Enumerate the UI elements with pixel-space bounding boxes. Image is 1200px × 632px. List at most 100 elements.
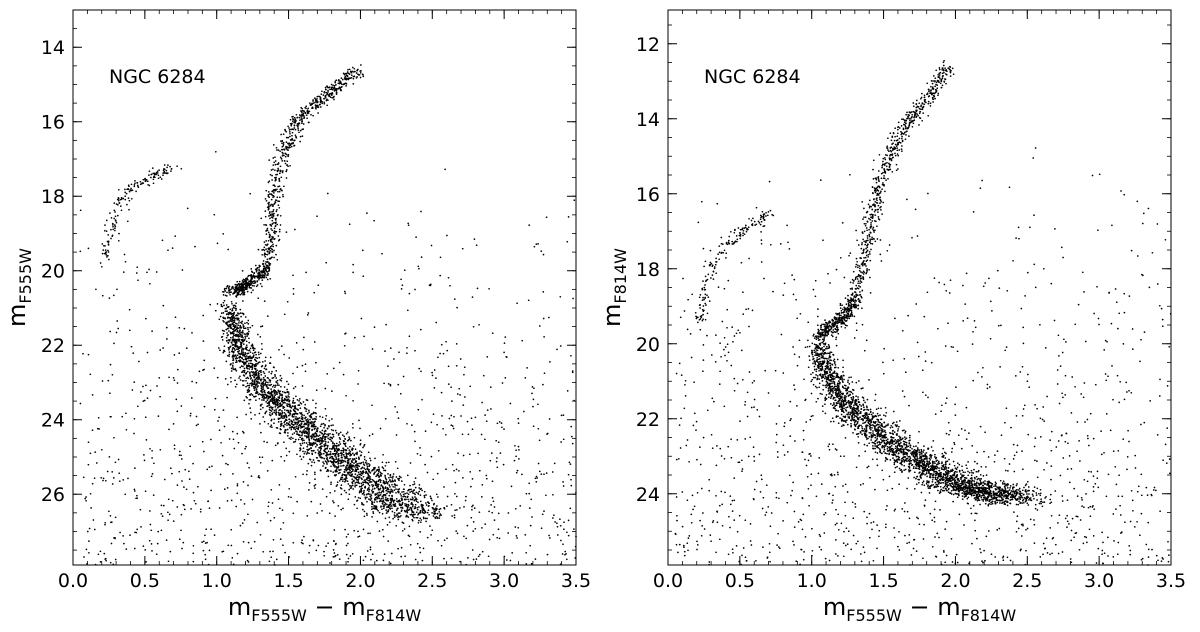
star-point-field: [477, 555, 480, 558]
star-point-ms: [258, 353, 260, 356]
star-point-field: [335, 542, 337, 545]
star-point-ms: [386, 499, 388, 502]
star-point-ms: [295, 425, 298, 428]
star-point-hb: [134, 182, 136, 185]
star-point-field: [133, 381, 136, 383]
star-point-ms: [335, 446, 338, 448]
star-point-ms: [311, 461, 313, 463]
star-point-field: [542, 317, 545, 320]
star-point-ms: [368, 470, 371, 473]
star-point-ms: [295, 408, 297, 410]
star-point-ms: [316, 457, 319, 459]
star-point-field: [469, 385, 472, 388]
star-point-field: [343, 344, 346, 347]
star-point-hb: [169, 165, 171, 168]
star-point-ms: [348, 471, 351, 473]
star-point-ms: [222, 301, 225, 304]
star-point-hb: [167, 164, 169, 166]
star-point-sgb: [242, 281, 245, 284]
star-point-field: [455, 343, 458, 345]
star-point-rgb: [351, 70, 354, 73]
star-point-ms: [376, 486, 378, 489]
star-point-rgb: [271, 256, 273, 259]
star-point-ms: [453, 514, 456, 517]
star-point-ms: [249, 411, 252, 414]
star-point-field: [521, 473, 523, 476]
star-point-ms: [219, 349, 221, 352]
star-point-field: [358, 535, 361, 538]
star-point-rgb: [263, 223, 265, 226]
star-point-rgb: [272, 190, 274, 193]
star-point-field: [414, 558, 417, 561]
star-point-rgb: [286, 160, 289, 163]
star-point-field: [458, 387, 461, 390]
star-point-ms: [327, 437, 330, 440]
star-point-field: [452, 427, 455, 430]
star-point-field: [214, 309, 217, 312]
star-point-ms: [391, 477, 394, 479]
star-point-rgb: [333, 95, 335, 98]
star-point-rgb: [278, 190, 281, 193]
star-point-ms: [337, 462, 340, 465]
star-point-rgb: [270, 225, 273, 227]
star-point-field: [458, 469, 460, 472]
star-point-ms: [377, 470, 380, 473]
star-point-rgb: [268, 258, 271, 260]
star-point-ms: [446, 505, 448, 507]
star-point-ms: [275, 398, 278, 400]
star-point-field: [385, 323, 387, 326]
star-point-rgb: [276, 149, 278, 151]
y-tick-label: 20: [41, 261, 65, 283]
star-point-rgb: [279, 187, 282, 190]
star-point-ms: [263, 390, 266, 392]
star-point-ms: [335, 474, 338, 476]
star-point-field: [518, 449, 520, 451]
star-point-ms: [324, 418, 327, 420]
star-point-rgb: [291, 120, 294, 123]
star-point-field: [174, 235, 177, 237]
star-point-field: [199, 508, 202, 511]
star-point-ms: [345, 491, 348, 494]
star-point-field: [436, 423, 438, 426]
star-point-field: [314, 483, 317, 486]
star-point-field: [454, 492, 456, 495]
star-point-ms: [243, 347, 245, 350]
star-point-field: [498, 421, 501, 423]
star-point-ms: [348, 458, 350, 461]
star-point-ms: [328, 438, 331, 441]
star-point-field: [373, 505, 376, 508]
star-point-ms: [377, 480, 380, 483]
star-point-field: [315, 361, 317, 364]
star-point-ms: [314, 425, 317, 428]
star-point-field: [218, 416, 220, 419]
star-point-field: [332, 367, 335, 370]
star-point-rgb: [289, 118, 292, 121]
star-point-field: [144, 416, 147, 419]
star-point-rgb: [312, 114, 314, 117]
star-point-ms: [312, 438, 315, 440]
star-point-field: [559, 345, 562, 347]
star-point-field: [369, 495, 372, 498]
star-point-ms: [368, 477, 370, 480]
star-point-ms: [354, 484, 357, 487]
star-point-ms: [356, 499, 359, 502]
star-point-ms: [340, 456, 343, 458]
star-point-ms: [342, 439, 345, 442]
star-point-ms: [373, 467, 375, 469]
star-point-field: [163, 478, 166, 481]
star-point-field: [94, 451, 97, 453]
star-point-ms: [268, 404, 271, 407]
star-point-field: [197, 423, 199, 426]
star-point-rgb: [302, 113, 304, 116]
star-point-field: [496, 422, 499, 425]
star-point-ms: [306, 431, 309, 434]
star-point-ms: [338, 459, 341, 462]
star-point-field: [178, 450, 181, 453]
star-point-field: [257, 297, 260, 300]
star-point-ms: [337, 453, 339, 456]
star-point-rgb: [305, 114, 308, 117]
star-point-sgb: [229, 291, 232, 294]
star-point-ms: [243, 399, 246, 402]
star-point-field: [261, 276, 264, 279]
star-point-ms: [269, 379, 272, 382]
